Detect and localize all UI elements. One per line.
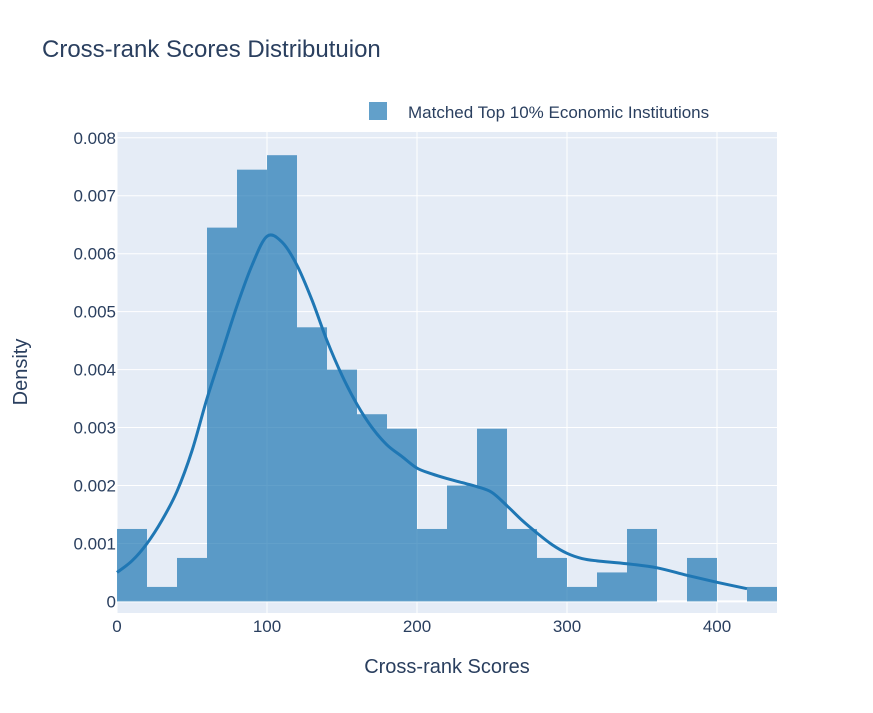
x-tick-label: 300: [553, 617, 581, 636]
histogram-bar[interactable]: [357, 414, 387, 602]
histogram-bar[interactable]: [387, 428, 417, 602]
histogram-bar[interactable]: [237, 169, 267, 602]
y-tick-label: 0.002: [73, 477, 116, 496]
histogram-bar[interactable]: [417, 528, 447, 602]
legend-swatch[interactable]: [369, 102, 387, 120]
histogram-bar[interactable]: [207, 227, 237, 602]
histogram-bar[interactable]: [537, 557, 567, 602]
histogram-bar[interactable]: [297, 327, 327, 602]
x-tick-label: 400: [703, 617, 731, 636]
histogram-bar[interactable]: [507, 528, 537, 602]
x-axis-ticks: 0 100 200 300 400: [112, 617, 731, 636]
histogram-bar[interactable]: [267, 155, 297, 602]
density-line[interactable]: [116, 233, 748, 591]
histogram-bar[interactable]: [477, 428, 507, 602]
y-tick-label: 0.006: [73, 245, 116, 264]
histogram-bar[interactable]: [147, 586, 177, 602]
y-axis-label: Density: [10, 339, 32, 406]
histogram-bar[interactable]: [597, 572, 627, 602]
histogram-bars: [117, 155, 777, 602]
histogram-bar[interactable]: [177, 557, 207, 602]
y-tick-label: 0.008: [73, 129, 116, 148]
histogram-bar[interactable]: [447, 485, 477, 602]
y-tick-label: 0: [107, 592, 116, 611]
histogram-bar[interactable]: [327, 369, 357, 602]
histogram-bar[interactable]: [567, 586, 597, 602]
legend-label[interactable]: Matched Top 10% Economic Institutions: [408, 103, 709, 122]
y-axis-ticks: 0 0.001 0.002 0.003 0.004 0.005 0.006 0.007 0.00…: [73, 129, 116, 612]
y-tick-label: 0.003: [73, 419, 116, 438]
x-tick-label: 0: [112, 617, 121, 636]
histogram-bar[interactable]: [747, 586, 777, 602]
y-tick-label: 0.005: [73, 303, 116, 322]
x-tick-label: 200: [403, 617, 431, 636]
y-tick-label: 0.001: [73, 534, 116, 553]
chart-title: Cross-rank Scores Distributuion: [42, 36, 381, 63]
x-tick-label: 100: [253, 617, 281, 636]
density-curve: [116, 233, 748, 591]
histogram-bar[interactable]: [117, 528, 147, 602]
y-tick-label: 0.004: [73, 361, 116, 380]
x-axis-label: Cross-rank Scores: [364, 656, 530, 678]
y-tick-label: 0.007: [73, 187, 116, 206]
legend[interactable]: Matched Top 10% Economic Institutions: [369, 102, 709, 122]
